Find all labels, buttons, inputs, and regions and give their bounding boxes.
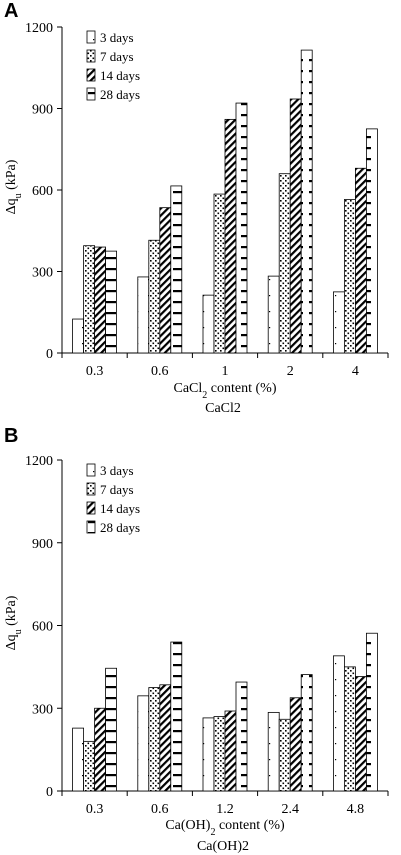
legend-label: 7 days	[100, 49, 134, 64]
bar-7-days-4	[343, 199, 356, 354]
y-tick-label: 1200	[25, 454, 53, 469]
legend-swatch	[86, 463, 96, 477]
legend-label: 3 days	[100, 30, 134, 45]
bar-14-days-0.6	[159, 684, 172, 792]
bar-14-days-2	[289, 98, 302, 354]
bar-28-days-4.8	[365, 632, 378, 792]
legend-swatch	[86, 482, 96, 496]
x-tick-label: 1.2	[216, 802, 234, 817]
bar-3-days-2	[267, 275, 280, 354]
bar-14-days-4.8	[354, 676, 367, 792]
x-axis-label: Ca(OH)2 content (%)	[165, 818, 285, 838]
legend-label: 14 days	[100, 68, 140, 83]
legend-swatch	[86, 30, 96, 44]
legend-label: 3 days	[100, 463, 134, 478]
x-tick-label: 0.6	[151, 364, 169, 379]
bar-3-days-1.2	[202, 717, 215, 792]
bar-7-days-4.8	[343, 666, 356, 792]
x-tick-label: 4.8	[347, 802, 365, 817]
bar-14-days-1	[224, 118, 237, 354]
y-tick-label: 1200	[25, 21, 53, 36]
bar-3-days-0.6	[137, 276, 150, 354]
y-tick-label: 900	[32, 537, 53, 552]
legend-swatch	[86, 501, 96, 515]
panel-letter: B	[4, 425, 18, 447]
bar-28-days-2	[300, 49, 313, 354]
bar-14-days-4	[354, 167, 367, 354]
panel-b: B Δqu (kPa) Ca(OH)2 content (%) Ca(OH)2 …	[4, 425, 389, 854]
y-axis-label: Δqu (kPa)	[4, 595, 24, 650]
bar-7-days-0.6	[148, 239, 161, 354]
panel-letter: A	[4, 0, 18, 22]
bar-28-days-0.3	[105, 250, 117, 354]
bar-3-days-4	[332, 291, 345, 354]
x-tick-label: 2.4	[281, 802, 299, 817]
bar-28-days-0.3	[105, 667, 117, 792]
legend-label: 28 days	[100, 87, 140, 102]
bar-3-days-1	[202, 294, 215, 354]
legend-label: 14 days	[100, 501, 140, 516]
panel-sublabel: CaCl2	[205, 401, 241, 416]
panel-a: A Δqu (kPa) CaCl2 content (%) CaCl2 0 300…	[4, 0, 389, 416]
bar-14-days-0.3	[94, 246, 106, 354]
y-tick-label: 0	[46, 785, 53, 800]
panel-sublabel: Ca(OH)2	[197, 839, 249, 854]
x-tick-label: 0.3	[86, 364, 104, 379]
x-tick-label: 4	[352, 364, 359, 379]
bar-3-days-0.6	[137, 695, 150, 792]
bar-7-days-1	[213, 193, 226, 354]
legend-label: 7 days	[100, 482, 134, 497]
bar-7-days-0.3	[83, 245, 95, 354]
x-tick-label: 0.3	[86, 802, 104, 817]
x-tick-label: 1	[222, 364, 229, 379]
bar-3-days-4.8	[332, 655, 345, 792]
bar-7-days-1.2	[213, 716, 226, 792]
bar-14-days-2.4	[289, 697, 302, 792]
bar-28-days-1	[235, 102, 248, 354]
legend-swatch	[86, 49, 96, 63]
bar-14-days-0.3	[94, 707, 106, 792]
x-tick-label: 2	[287, 364, 294, 379]
bar-7-days-2	[278, 173, 291, 354]
bar-3-days-0.3	[72, 727, 84, 792]
bar-28-days-0.6	[170, 641, 183, 792]
bar-28-days-1.2	[235, 681, 248, 792]
bar-7-days-2.4	[278, 718, 291, 792]
legend-swatch	[86, 520, 96, 534]
bar-7-days-0.6	[148, 687, 161, 792]
legend-label: 28 days	[100, 520, 140, 535]
y-tick-label: 900	[32, 103, 53, 118]
x-tick-label: 0.6	[151, 802, 169, 817]
bar-28-days-0.6	[170, 185, 183, 354]
y-tick-label: 0	[46, 347, 53, 362]
x-axis-label: CaCl2 content (%)	[174, 381, 277, 401]
bar-28-days-2.4	[300, 674, 313, 792]
legend-swatch	[86, 68, 96, 82]
y-tick-label: 300	[32, 266, 53, 281]
y-tick-label: 600	[32, 620, 53, 635]
bar-3-days-0.3	[72, 318, 84, 354]
bar-14-days-1.2	[224, 710, 237, 792]
legend-swatch	[86, 87, 96, 101]
bar-14-days-0.6	[159, 207, 172, 354]
y-tick-label: 300	[32, 702, 53, 717]
bar-3-days-2.4	[267, 711, 280, 792]
y-tick-label: 600	[32, 184, 53, 199]
bar-28-days-4	[365, 128, 378, 354]
bar-7-days-0.3	[83, 740, 95, 792]
y-axis-label: Δqu (kPa)	[4, 159, 24, 214]
